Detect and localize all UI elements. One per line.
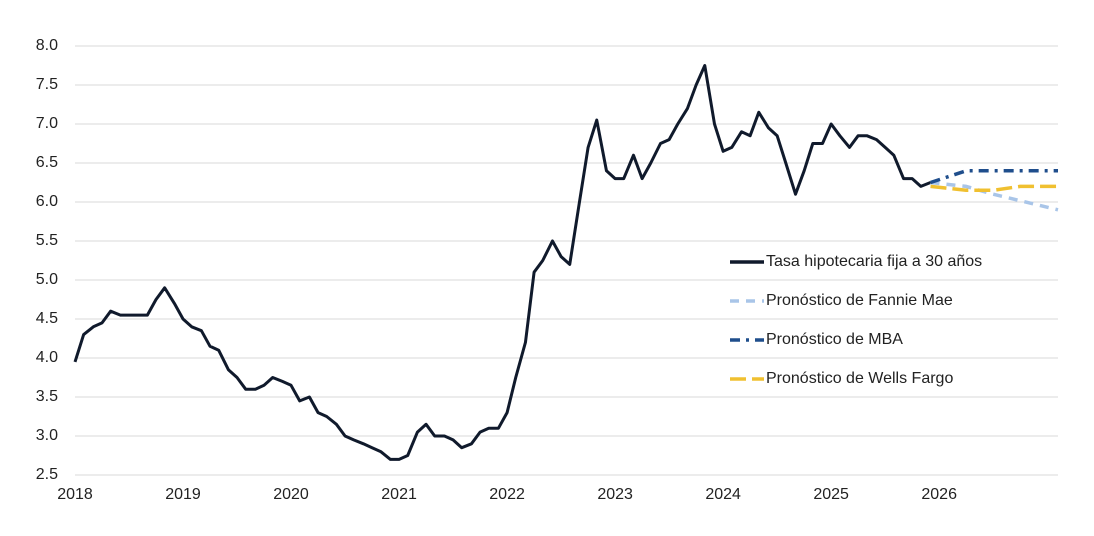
legend-label: Pronóstico de Fannie Mae xyxy=(766,292,953,309)
y-tick-label: 6.5 xyxy=(36,154,58,171)
y-tick-label: 3.0 xyxy=(36,427,58,444)
x-tick-label: 2021 xyxy=(381,486,417,503)
y-tick-label: 5.0 xyxy=(36,271,58,288)
legend-label: Tasa hipotecaria fija a 30 años xyxy=(766,253,982,270)
y-tick-label: 4.5 xyxy=(36,310,58,327)
x-tick-label: 2020 xyxy=(273,486,309,503)
x-tick-label: 2022 xyxy=(489,486,525,503)
y-tick-label: 8.0 xyxy=(36,37,58,54)
series-line xyxy=(930,180,1059,212)
y-tick-label: 4.0 xyxy=(36,349,58,366)
y-tick-label: 3.5 xyxy=(36,388,58,405)
y-tick-label: 5.5 xyxy=(36,232,58,249)
series-line xyxy=(930,184,1058,193)
x-tick-label: 2019 xyxy=(165,486,201,503)
y-tick-label: 2.5 xyxy=(36,466,58,483)
y-tick-label: 7.0 xyxy=(36,115,58,132)
x-tick-label: 2023 xyxy=(597,486,633,503)
legend-label: Pronóstico de MBA xyxy=(766,331,903,348)
series-line xyxy=(929,169,1058,185)
x-tick-label: 2024 xyxy=(705,486,741,503)
x-tick-label: 2026 xyxy=(921,486,957,503)
x-tick-label: 2025 xyxy=(813,486,849,503)
legend-label: Pronóstico de Wells Fargo xyxy=(766,370,953,387)
x-tick-label: 2018 xyxy=(57,486,93,503)
y-tick-label: 7.5 xyxy=(36,76,58,93)
y-tick-label: 6.0 xyxy=(36,193,58,210)
series-line xyxy=(73,64,932,461)
